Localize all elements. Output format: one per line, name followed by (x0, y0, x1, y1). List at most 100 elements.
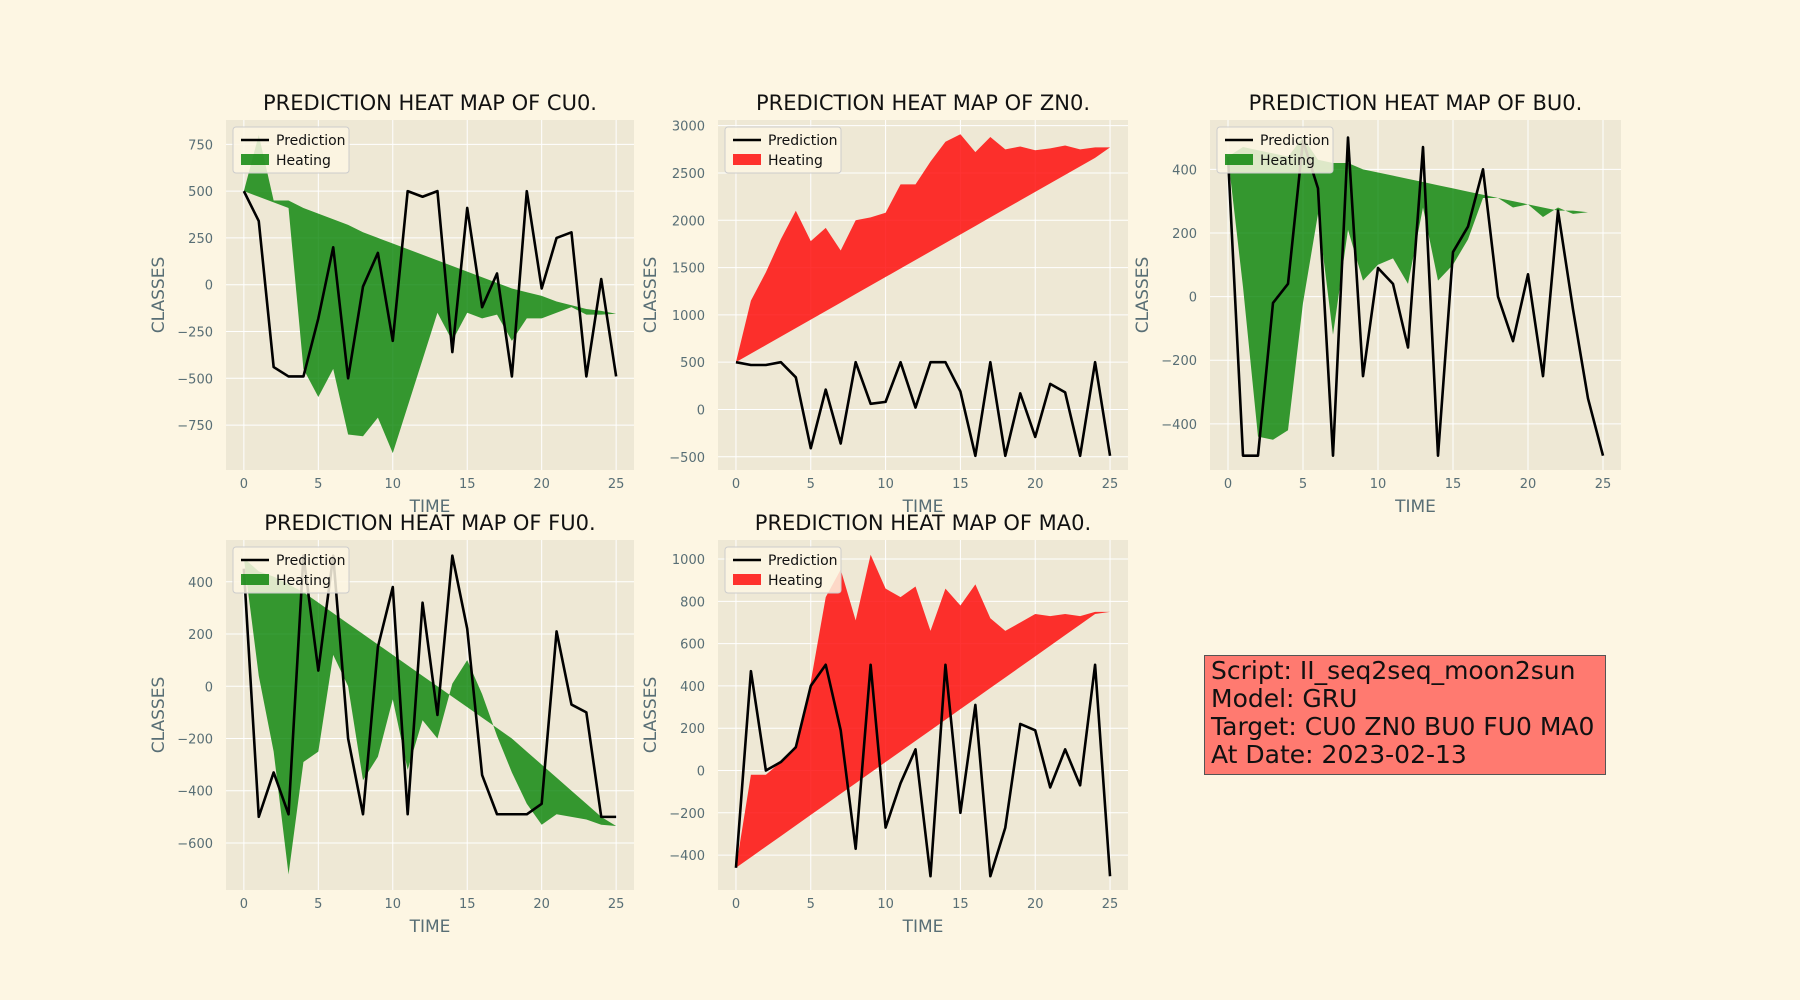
y-tick-label: 1500 (672, 262, 705, 277)
x-tick-label: 5 (807, 897, 815, 912)
legend-label-prediction: Prediction (276, 553, 346, 569)
chart-title: PREDICTION HEAT MAP OF FU0. (264, 511, 595, 535)
legend: Prediction Heating (1216, 126, 1334, 174)
info-date: At Date: 2023-02-13 (1211, 740, 1467, 769)
x-axis-label: TIME (1394, 497, 1436, 517)
x-axis-label: TIME (409, 917, 451, 937)
legend-patch-marker (1225, 154, 1253, 165)
y-tick-label: 0 (205, 680, 213, 695)
y-tick-label: 1000 (672, 553, 705, 568)
y-tick-label: 500 (680, 356, 705, 371)
x-tick-label: 10 (877, 897, 894, 912)
x-tick-label: 25 (1102, 477, 1119, 492)
legend-patch-marker (733, 574, 761, 585)
x-tick-label: 15 (459, 477, 476, 492)
y-tick-label: 800 (680, 595, 705, 610)
y-tick-label: 400 (188, 576, 213, 591)
prediction-line (735, 360, 1112, 458)
x-tick-label: 0 (240, 477, 248, 492)
legend-label-heating: Heating (276, 153, 331, 169)
x-tick-label: 25 (1595, 477, 1612, 492)
prediction-line (242, 189, 618, 380)
y-tick-label: 0 (1189, 291, 1197, 306)
info-model: Model: GRU (1211, 684, 1358, 713)
y-tick-label: 200 (188, 628, 213, 643)
y-tick-label: −250 (177, 325, 213, 340)
y-tick-label: 0 (697, 765, 705, 780)
heating-area (1228, 137, 1603, 440)
y-tick-label: −200 (669, 807, 705, 822)
x-tick-label: 0 (732, 477, 740, 492)
y-tick-label: −750 (177, 419, 213, 434)
x-tick-label: 0 (1224, 477, 1232, 492)
chart-title: PREDICTION HEAT MAP OF MA0. (755, 511, 1091, 535)
legend-label-heating: Heating (768, 153, 823, 169)
prediction-line (734, 663, 1112, 878)
y-tick-label: 500 (188, 185, 213, 200)
y-tick-label: −500 (669, 451, 705, 466)
prediction-line (1226, 136, 1605, 457)
legend-label-heating: Heating (1260, 153, 1315, 169)
x-tick-label: 0 (732, 897, 740, 912)
x-axis-label: TIME (902, 497, 944, 517)
x-tick-label: 5 (314, 897, 322, 912)
x-tick-label: 25 (608, 897, 625, 912)
x-tick-label: 20 (1027, 477, 1044, 492)
legend-label-heating: Heating (276, 573, 331, 589)
x-axis-label: TIME (902, 917, 944, 937)
x-tick-label: 10 (877, 477, 894, 492)
chart-bu0: 0 5 10 15 20 25 −400 −200 0 200 400 PREDICTION HEAT… (1133, 91, 1621, 517)
chart-title: PREDICTION HEAT MAP OF BU0. (1249, 91, 1583, 115)
y-tick-label: 0 (697, 403, 705, 418)
chart-ma0: 0 5 10 15 20 25 −400 −200 0 200 400 600 800 1000 PREDI… (641, 511, 1128, 937)
legend-patch-marker (241, 574, 269, 585)
heating-area (243, 558, 617, 875)
x-tick-label: 5 (314, 477, 322, 492)
info-target: Target: CU0 ZN0 BU0 FU0 MA0 (1211, 712, 1595, 741)
x-axis-label: TIME (409, 497, 451, 517)
y-tick-label: −200 (1161, 354, 1197, 369)
y-tick-label: 600 (680, 638, 705, 653)
chart-cu0: 0 5 10 15 20 25 −750 −500 −250 0 250 500 750 PREDICTI… (149, 91, 634, 517)
y-axis-label: CLASSES (149, 257, 169, 333)
y-tick-label: 250 (188, 232, 213, 247)
legend: Prediction Heating (724, 546, 842, 594)
x-tick-label: 20 (533, 897, 550, 912)
heating-area (243, 134, 617, 454)
x-tick-label: 20 (533, 477, 550, 492)
y-tick-label: −500 (177, 372, 213, 387)
x-tick-label: 0 (240, 897, 248, 912)
y-tick-label: −400 (669, 849, 705, 864)
legend: Prediction Heating (232, 126, 350, 174)
x-tick-label: 25 (608, 477, 625, 492)
legend: Prediction Heating (724, 126, 842, 174)
y-tick-label: 200 (1172, 227, 1197, 242)
y-tick-label: 750 (188, 138, 213, 153)
legend-label-prediction: Prediction (276, 133, 346, 149)
y-tick-label: −400 (177, 785, 213, 800)
y-tick-label: 400 (680, 680, 705, 695)
x-tick-label: 20 (1520, 477, 1537, 492)
y-tick-label: −400 (1161, 418, 1197, 433)
y-tick-label: 0 (205, 279, 213, 294)
x-tick-label: 15 (1445, 477, 1462, 492)
info-box: Script: II_seq2seq_moon2sun Model: GRU T… (1204, 655, 1606, 775)
x-tick-label: 10 (385, 477, 402, 492)
x-tick-label: 25 (1102, 897, 1119, 912)
chart-zn0: 0 5 10 15 20 25 −500 0 500 1000 1500 2000 2500 3000 PR… (641, 91, 1128, 517)
x-tick-label: 5 (1299, 477, 1307, 492)
x-tick-label: 15 (459, 897, 476, 912)
legend-label-prediction: Prediction (1260, 133, 1330, 149)
legend-patch-marker (733, 154, 761, 165)
y-axis-label: CLASSES (641, 677, 661, 753)
y-axis-label: CLASSES (641, 257, 661, 333)
chart-title: PREDICTION HEAT MAP OF ZN0. (756, 91, 1090, 115)
y-tick-label: 400 (1172, 163, 1197, 178)
legend-label-prediction: Prediction (768, 133, 838, 149)
chart-title: PREDICTION HEAT MAP OF CU0. (263, 91, 597, 115)
y-axis-label: CLASSES (149, 677, 169, 753)
y-tick-label: 3000 (672, 120, 705, 135)
x-tick-label: 5 (807, 477, 815, 492)
y-tick-label: 2000 (672, 214, 705, 229)
